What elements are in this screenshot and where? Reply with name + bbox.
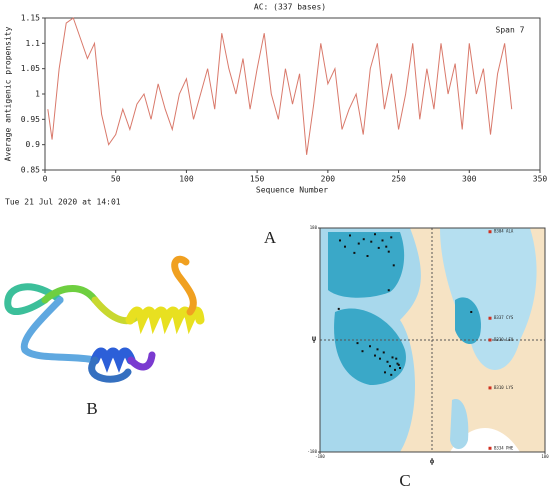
labeled-point (488, 316, 492, 320)
labeled-point (488, 338, 492, 342)
y-tick-label: 0.85 (21, 166, 40, 175)
point (361, 350, 364, 353)
panel-label: C (399, 471, 410, 490)
y-tick-label: 1.1 (26, 39, 41, 48)
x-tick-label: 350 (533, 175, 548, 184)
y-axis-label: Ψ (312, 336, 317, 345)
point (362, 238, 365, 241)
point (397, 363, 400, 366)
y-tick-label: 1 (35, 90, 40, 99)
date: Tue 21 Jul 2020 at 14:01 (5, 198, 121, 207)
point (376, 348, 379, 351)
point (382, 351, 385, 354)
point (399, 367, 401, 369)
point (396, 362, 399, 365)
y-tick-label: 0.95 (21, 115, 40, 124)
point (349, 234, 351, 237)
point (344, 245, 346, 248)
point (395, 357, 398, 360)
protein-structure (4, 255, 205, 383)
annotation: Span 7 (496, 26, 525, 35)
point (394, 368, 396, 371)
x-axis-label: Φ (430, 458, 435, 467)
point (390, 373, 393, 376)
point-label: B334 PHE (494, 445, 514, 450)
point-label: B330 LEU (494, 337, 514, 342)
point (379, 357, 381, 360)
point (339, 239, 341, 242)
x-axis-label: Sequence Number (256, 186, 328, 195)
x-tick-label: 180 (541, 454, 549, 459)
point (389, 365, 391, 368)
point (381, 239, 384, 242)
point (353, 251, 356, 254)
panel-label: A (264, 228, 277, 247)
y-axis-label: Average antigenic propensity (4, 26, 13, 161)
x-tick-label: -180 (315, 454, 325, 459)
chart-title: AC: (337 bases) (254, 3, 326, 12)
x-tick-label: 300 (462, 175, 477, 184)
point (366, 255, 369, 257)
y-tick-label: -180 (307, 449, 317, 454)
x-tick-label: 150 (250, 175, 265, 184)
point-label: B304 ALA (494, 229, 514, 234)
point (374, 233, 376, 236)
point (370, 240, 373, 243)
labeled-point (488, 446, 492, 450)
y-tick-label: 1.15 (21, 14, 40, 23)
point (387, 289, 390, 292)
point (387, 250, 390, 253)
x-tick-label: 100 (179, 175, 194, 184)
x-tick-label: 250 (391, 175, 406, 184)
ramachandran-background (319, 227, 546, 453)
point (356, 342, 359, 345)
point (369, 345, 371, 348)
point (392, 264, 395, 267)
point (374, 354, 376, 357)
data-line (47, 17, 513, 155)
point (390, 236, 393, 239)
point (377, 246, 380, 249)
point (386, 360, 389, 363)
point (384, 371, 386, 374)
labeled-point (488, 230, 492, 234)
point (470, 311, 473, 313)
x-tick-label: 0 (43, 175, 48, 184)
x-tick-label: 50 (111, 175, 121, 184)
point (385, 245, 388, 248)
y-tick-label: 180 (310, 225, 318, 230)
labeled-point (488, 386, 492, 390)
point (337, 307, 340, 310)
point-label: B337 CYS (494, 315, 514, 320)
y-tick-label: 0.9 (26, 140, 41, 149)
panel-label: B (86, 399, 97, 418)
x-tick-label: 200 (321, 175, 336, 184)
y-tick-label: 1.05 (21, 64, 40, 73)
point (357, 242, 360, 245)
point-label: B310 LYS (494, 385, 514, 390)
point (391, 356, 394, 359)
